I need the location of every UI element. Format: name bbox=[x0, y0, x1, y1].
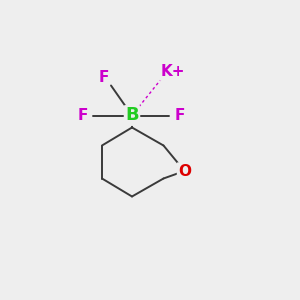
Text: K+: K+ bbox=[160, 64, 185, 80]
Text: O: O bbox=[178, 164, 191, 178]
Text: F: F bbox=[77, 108, 88, 123]
Text: B: B bbox=[125, 106, 139, 124]
Text: F: F bbox=[175, 108, 185, 123]
Text: F: F bbox=[98, 70, 109, 86]
